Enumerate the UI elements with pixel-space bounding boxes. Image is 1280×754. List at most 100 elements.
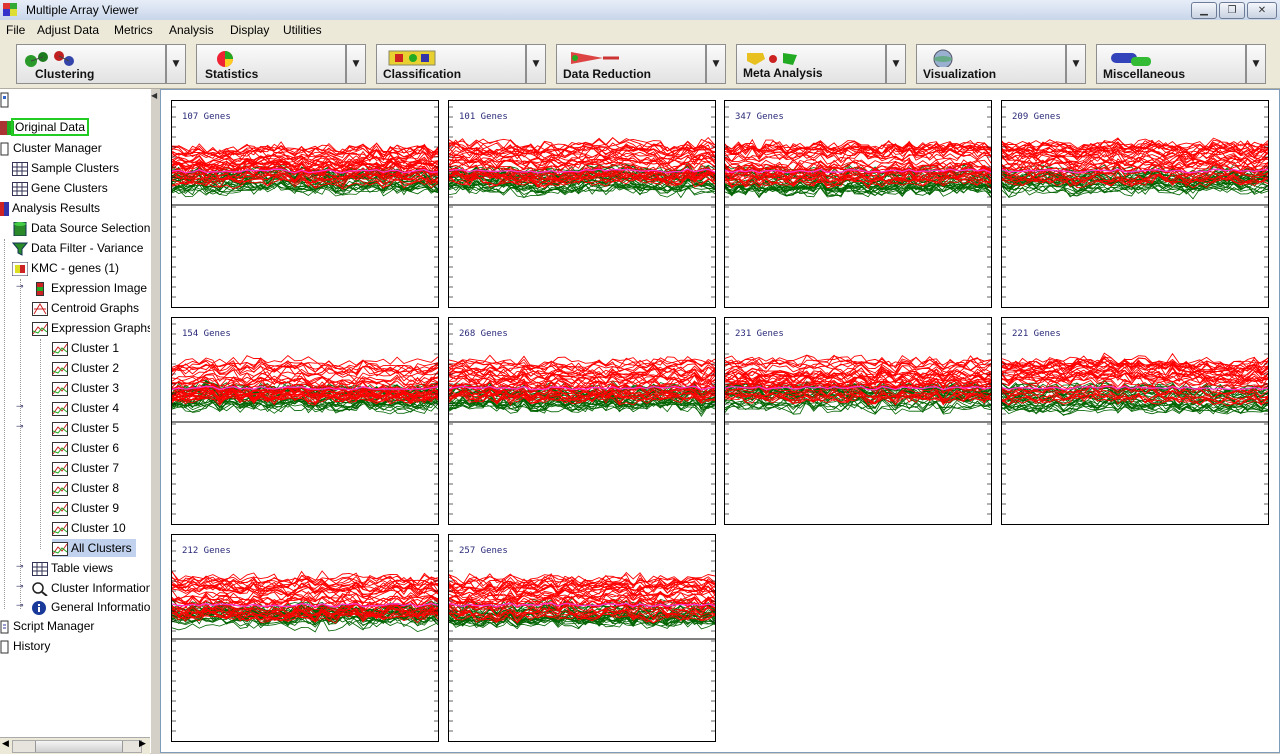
expression-graph-plot bbox=[1002, 106, 1268, 298]
centroid-line bbox=[172, 168, 438, 174]
expand-cluster-information[interactable]: ⊸ bbox=[16, 582, 24, 592]
expand-table-views[interactable]: ⊸ bbox=[16, 562, 24, 572]
tree-general-information[interactable]: General Information bbox=[32, 598, 150, 616]
scroll-thumb[interactable] bbox=[35, 741, 123, 752]
tree-data-filter-variance[interactable]: Data Filter - Variance bbox=[12, 239, 143, 257]
centroid-line bbox=[449, 385, 715, 391]
meta-analysis-button[interactable]: Meta Analysis bbox=[736, 44, 886, 84]
gene-expression-line bbox=[449, 155, 715, 170]
meta-analysis-dropdown-arrow[interactable]: ▼ bbox=[886, 44, 906, 84]
data-reduction-button[interactable]: Data Reduction bbox=[556, 44, 706, 84]
gene-expression-line bbox=[1002, 163, 1268, 176]
clustering-label: Clustering bbox=[35, 67, 95, 81]
expression-graph-panel[interactable]: 209 Genes bbox=[1001, 100, 1269, 308]
close-button[interactable]: ✕ bbox=[1247, 2, 1277, 19]
gene-expression-line bbox=[172, 390, 438, 405]
expression-graph-panel[interactable]: 107 Genes bbox=[171, 100, 439, 308]
menu-analysis[interactable]: Analysis bbox=[169, 23, 214, 37]
tree-table-views[interactable]: Table views bbox=[32, 559, 113, 577]
maximize-button[interactable]: ❐ bbox=[1219, 2, 1245, 19]
tree-expression-graphs[interactable]: Expression Graphs bbox=[32, 319, 150, 337]
tree-centroid-graphs[interactable]: Centroid Graphs bbox=[32, 299, 139, 317]
gene-expression-line bbox=[725, 142, 991, 157]
miscellaneous-button[interactable]: Miscellaneous bbox=[1096, 44, 1246, 84]
tree-cluster-1[interactable]: Cluster 1 bbox=[52, 339, 119, 357]
menu-adjust-data[interactable]: Adjust Data bbox=[37, 23, 100, 37]
statistics-button[interactable]: Statistics bbox=[196, 44, 346, 84]
centroid-line bbox=[1002, 168, 1268, 174]
scroll-left-arrow[interactable]: ◀ bbox=[2, 739, 9, 749]
gene-expression-line bbox=[172, 602, 438, 616]
pane-splitter[interactable]: ◀ bbox=[150, 89, 159, 753]
clustering-dropdown-arrow[interactable]: ▼ bbox=[166, 44, 186, 84]
classification-dropdown-arrow[interactable]: ▼ bbox=[526, 44, 546, 84]
expression-graph-panel[interactable]: 101 Genes bbox=[448, 100, 716, 308]
minimize-button[interactable]: ▁ bbox=[1191, 2, 1217, 19]
tree-original-data[interactable]: Original Data bbox=[0, 118, 90, 136]
tree-expression-image[interactable]: Expression Image bbox=[32, 279, 147, 297]
expression-graph-panel[interactable]: 212 Genes bbox=[171, 534, 439, 742]
gene-expression-line bbox=[449, 154, 715, 170]
visualization-button[interactable]: Visualization bbox=[916, 44, 1066, 84]
data-reduction-dropdown-arrow[interactable]: ▼ bbox=[706, 44, 726, 84]
expand-expression-image[interactable]: ⊸ bbox=[16, 282, 24, 292]
tree-data-source-selection[interactable]: Data Source Selection bbox=[12, 219, 150, 237]
tree-analysis-results[interactable]: Analysis Results bbox=[0, 199, 100, 217]
gene-expression-line bbox=[725, 396, 991, 413]
statistics-dropdown-arrow[interactable]: ▼ bbox=[346, 44, 366, 84]
classification-button[interactable]: Classification bbox=[376, 44, 526, 84]
tree-all-clusters[interactable]: All Clusters bbox=[52, 539, 136, 557]
gene-expression-line bbox=[449, 383, 715, 398]
expression-graph-panel[interactable]: 257 Genes bbox=[448, 534, 716, 742]
expression-graph-panel[interactable]: 268 Genes bbox=[448, 317, 716, 525]
expand-expression-graphs[interactable]: ⊸ bbox=[16, 422, 24, 432]
scroll-right-arrow[interactable]: ▶ bbox=[139, 739, 146, 749]
tree-cluster-9[interactable]: Cluster 9 bbox=[52, 499, 119, 517]
gene-expression-line bbox=[725, 144, 991, 160]
clustering-button[interactable]: Clustering bbox=[16, 44, 166, 84]
tree-kmc-genes[interactable]: KMC - genes (1) bbox=[12, 259, 119, 277]
expression-graph-panel[interactable]: 347 Genes bbox=[724, 100, 992, 308]
expression-graph-panel[interactable]: 154 Genes bbox=[171, 317, 439, 525]
tree-script-manager[interactable]: Script Manager bbox=[0, 617, 94, 635]
cluster-label: Cluster 6 bbox=[71, 441, 120, 455]
menu-display[interactable]: Display bbox=[230, 23, 270, 37]
tree-cluster-4[interactable]: Cluster 4 bbox=[52, 399, 119, 417]
tree-history[interactable]: History bbox=[0, 637, 50, 655]
scroll-track[interactable] bbox=[12, 740, 142, 753]
tree-cluster-2[interactable]: Cluster 2 bbox=[52, 359, 119, 377]
menu-metrics[interactable]: Metrics bbox=[114, 23, 153, 37]
expand-centroid-graphs[interactable]: ⊸ bbox=[16, 402, 24, 412]
tree-gene-clusters[interactable]: Gene Clusters bbox=[12, 179, 108, 197]
gene-expression-line bbox=[172, 400, 438, 415]
gene-expression-line bbox=[172, 181, 438, 194]
expression-graph-panel[interactable]: 221 Genes bbox=[1001, 317, 1269, 525]
tree-cluster-3[interactable]: Cluster 3 bbox=[52, 379, 119, 397]
gene-expression-line bbox=[172, 390, 438, 406]
expand-general-information[interactable]: ⊸ bbox=[16, 601, 24, 611]
gene-expression-line bbox=[172, 172, 438, 187]
centroid-line bbox=[725, 168, 991, 174]
tree-cluster-information[interactable]: Cluster Information bbox=[32, 579, 150, 597]
tree-cluster-manager[interactable]: Cluster Manager bbox=[0, 139, 102, 157]
miscellaneous-dropdown-arrow[interactable]: ▼ bbox=[1246, 44, 1266, 84]
tree-horizontal-scrollbar[interactable]: ◀ ▶ bbox=[0, 737, 150, 754]
tree-cluster-7[interactable]: Cluster 7 bbox=[52, 459, 119, 477]
gene-expression-line bbox=[725, 179, 991, 193]
expression-graph-panel[interactable]: 231 Genes bbox=[724, 317, 992, 525]
visualization-dropdown-arrow[interactable]: ▼ bbox=[1066, 44, 1086, 84]
expression-graph-plot bbox=[172, 540, 438, 732]
tree-cluster-6[interactable]: Cluster 6 bbox=[52, 439, 119, 457]
tree-cluster-10[interactable]: Cluster 10 bbox=[52, 519, 126, 537]
menu-utilities[interactable]: Utilities bbox=[283, 23, 322, 37]
gene-expression-line bbox=[449, 170, 715, 187]
collapse-arrow-icon[interactable]: ◀ bbox=[151, 91, 158, 100]
gene-clusters-label: Gene Clusters bbox=[31, 181, 108, 195]
menu-file[interactable]: File bbox=[6, 23, 26, 37]
gene-expression-line bbox=[449, 170, 715, 186]
gene-expression-line bbox=[449, 589, 715, 604]
gene-count-label: 107 Genes bbox=[182, 112, 231, 122]
tree-cluster-8[interactable]: Cluster 8 bbox=[52, 479, 119, 497]
tree-sample-clusters[interactable]: Sample Clusters bbox=[12, 159, 119, 177]
tree-cluster-5[interactable]: Cluster 5 bbox=[52, 419, 119, 437]
